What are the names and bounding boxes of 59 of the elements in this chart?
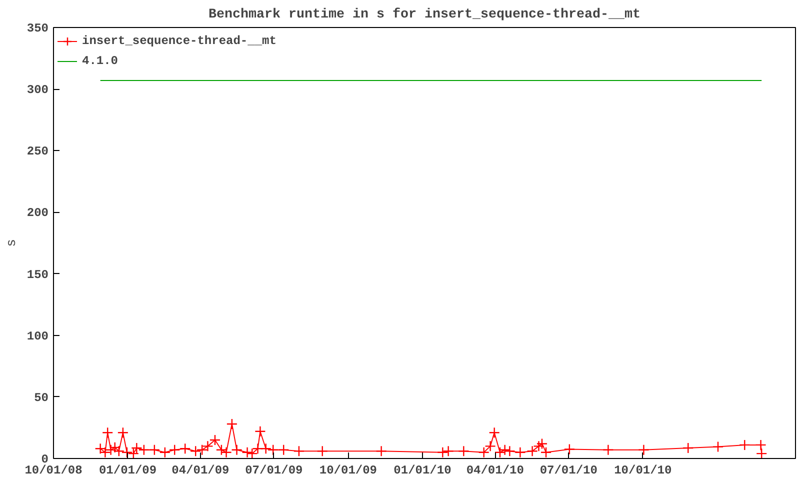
y-tick-label: 350	[26, 22, 49, 36]
point	[739, 439, 750, 451]
x-tick-label: 10/01/10	[614, 464, 672, 478]
point	[638, 444, 650, 456]
point	[488, 427, 500, 438]
point	[712, 441, 724, 452]
point	[376, 446, 387, 457]
x-tick-label: 01/01/10	[394, 464, 452, 478]
point	[226, 418, 238, 430]
point	[540, 446, 552, 458]
x-tick-label: 10/01/08	[24, 464, 82, 478]
point	[442, 446, 454, 457]
x-tick-label: 10/01/09	[319, 464, 378, 478]
point	[602, 444, 614, 456]
point	[216, 444, 228, 456]
point	[94, 443, 106, 454]
legend-label: insert_sequence-thread-__mt	[82, 34, 276, 48]
point	[190, 446, 202, 457]
y-tick-label: 50	[34, 390, 49, 405]
point	[458, 446, 470, 457]
point	[536, 438, 548, 450]
point	[148, 444, 160, 456]
point	[278, 444, 290, 456]
point	[231, 444, 242, 456]
point	[260, 443, 272, 454]
point	[682, 442, 694, 454]
point	[242, 446, 253, 458]
chart-title: Benchmark runtime in s for insert_sequence-thread-__mt	[208, 8, 640, 22]
y-tick-label: 200	[26, 206, 49, 220]
point	[755, 439, 766, 451]
point	[504, 446, 516, 457]
point	[113, 446, 124, 457]
point	[159, 446, 171, 458]
point	[564, 444, 576, 455]
x-tick-label: 04/01/09	[172, 464, 230, 478]
point	[293, 446, 305, 457]
point	[117, 427, 129, 438]
y-tick-label: 150	[26, 268, 49, 282]
point	[169, 444, 180, 456]
legend-label: 4.1.0	[82, 54, 118, 68]
point	[254, 426, 266, 438]
point	[437, 446, 448, 458]
x-tick-label: 04/01/10	[466, 464, 524, 478]
point	[220, 446, 232, 458]
point	[180, 443, 191, 454]
x-tick-label: 01/01/09	[98, 464, 157, 478]
y-tick-label: 250	[26, 144, 49, 159]
point	[268, 444, 279, 456]
y-tick-label: 300	[26, 83, 49, 98]
x-tick-label: 07/01/09	[245, 464, 303, 478]
point	[102, 427, 114, 438]
point	[121, 446, 133, 458]
y-axis-title: s	[4, 239, 19, 247]
point	[138, 444, 150, 456]
x-tick-label: 07/01/10	[540, 464, 598, 478]
y-tick-label: 100	[26, 329, 49, 344]
point	[316, 446, 328, 457]
point	[756, 448, 768, 458]
point	[514, 446, 526, 458]
